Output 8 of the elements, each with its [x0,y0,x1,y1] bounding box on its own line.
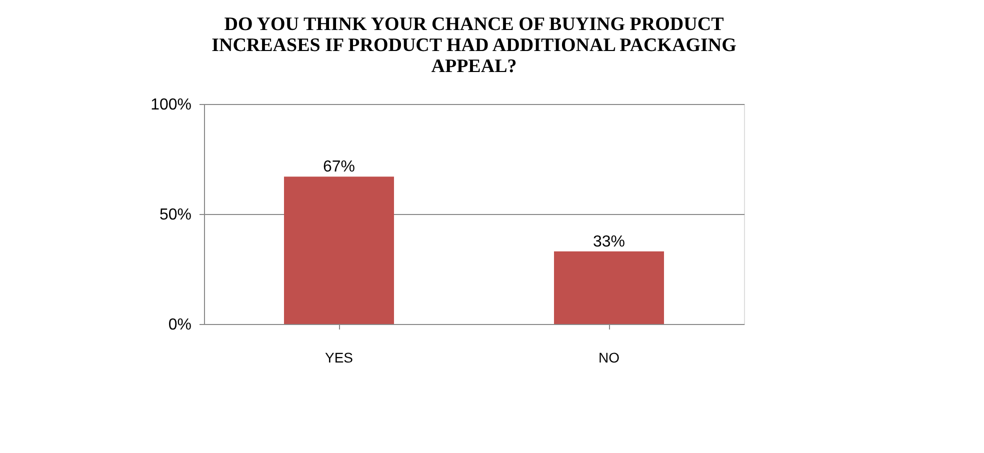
data-label: 33% [592,233,626,250]
data-label: 67% [322,158,356,176]
y-tick-label: 0% [168,316,192,334]
chart-title: DO YOU THINK YOUR CHANCE OF BUYING PRODUCT INCREASES IF PRODUCT HAD ADDITIONAL PACKAGING APPEAL? [212,14,737,77]
x-tick-label: YES [324,350,354,366]
x-tick-label: NO [598,350,620,366]
y-tick-label: 100% [150,96,192,114]
y-tick-label: 50% [159,206,192,224]
